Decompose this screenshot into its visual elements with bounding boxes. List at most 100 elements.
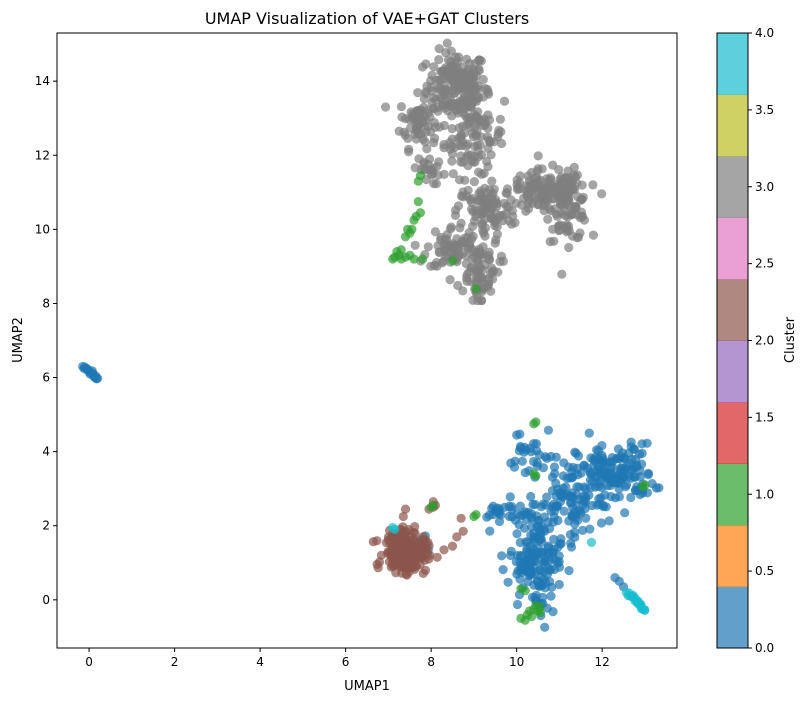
data-point <box>566 542 577 552</box>
data-point <box>445 137 455 148</box>
data-point <box>573 451 584 461</box>
data-point <box>549 534 559 544</box>
data-point <box>388 523 398 533</box>
data-point <box>538 201 548 211</box>
data-point <box>556 534 566 544</box>
data-point <box>485 207 495 218</box>
data-point <box>629 472 639 482</box>
data-point <box>529 439 539 449</box>
data-point <box>582 463 592 473</box>
data-point <box>572 210 582 220</box>
x-axis: 0 2 4 6 8 10 12 <box>85 648 610 669</box>
colorbar-tick-label: 2.5 <box>755 257 774 271</box>
data-point <box>456 68 467 78</box>
data-point <box>464 239 475 249</box>
data-point <box>554 557 564 567</box>
data-point <box>512 529 522 539</box>
colorbar-segment <box>717 586 748 649</box>
data-point <box>452 532 462 542</box>
data-point <box>564 491 574 502</box>
data-point <box>532 446 542 456</box>
data-point <box>529 174 540 184</box>
data-point <box>630 485 640 495</box>
data-point <box>477 169 487 179</box>
data-point <box>568 184 578 194</box>
data-point <box>410 163 420 173</box>
data-point <box>497 551 507 561</box>
data-point <box>538 549 548 559</box>
data-point <box>536 502 546 512</box>
data-point <box>406 107 416 117</box>
data-point <box>469 511 479 522</box>
data-point <box>461 251 471 261</box>
data-point <box>415 171 425 181</box>
data-point <box>522 544 532 554</box>
data-point <box>512 179 522 190</box>
data-point <box>492 229 502 239</box>
data-point <box>463 150 473 160</box>
data-point <box>442 234 452 244</box>
data-point <box>547 486 558 496</box>
data-point <box>501 188 511 198</box>
data-point <box>572 482 582 492</box>
data-point <box>398 511 408 522</box>
data-point <box>390 555 400 566</box>
data-point <box>562 220 572 230</box>
colorbar <box>717 33 748 649</box>
y-tick-label: 4 <box>42 445 50 459</box>
data-point <box>542 453 552 463</box>
data-point <box>431 179 441 189</box>
data-point <box>449 82 459 92</box>
colorbar-segment <box>717 94 748 157</box>
data-point <box>600 466 610 476</box>
data-point <box>373 563 383 573</box>
data-point <box>638 482 648 492</box>
data-point <box>507 206 517 216</box>
data-point <box>528 499 538 510</box>
data-point <box>520 558 530 569</box>
data-point <box>527 522 537 532</box>
data-point <box>434 248 444 258</box>
data-point <box>544 565 555 575</box>
data-point <box>546 591 556 601</box>
data-point <box>469 216 479 226</box>
data-point <box>443 106 453 116</box>
data-point <box>574 494 584 504</box>
data-point <box>476 190 486 200</box>
data-point <box>423 537 433 548</box>
data-point <box>524 189 534 199</box>
data-point <box>554 579 564 590</box>
data-point <box>559 506 569 516</box>
colorbar-tick-label: 0.5 <box>755 564 774 578</box>
data-point <box>557 177 567 187</box>
data-point <box>584 428 594 438</box>
data-point <box>398 522 408 532</box>
data-point <box>577 180 587 190</box>
data-point <box>474 55 484 65</box>
data-point <box>549 236 559 246</box>
data-point <box>484 247 494 257</box>
data-point <box>542 184 552 194</box>
data-point <box>535 608 545 618</box>
colorbar-segment <box>717 402 748 464</box>
data-point <box>559 458 569 468</box>
data-point <box>413 88 423 98</box>
data-point <box>513 551 523 561</box>
data-point <box>400 504 411 514</box>
data-point <box>576 195 586 205</box>
data-point <box>404 147 414 157</box>
colorbar-segment <box>717 156 748 218</box>
data-point <box>517 200 527 210</box>
data-point <box>606 491 616 502</box>
data-point <box>612 454 622 464</box>
data-point <box>533 516 543 526</box>
data-point <box>592 471 603 481</box>
data-point <box>429 138 439 148</box>
data-point <box>485 526 495 536</box>
colorbar-segment <box>717 525 748 587</box>
data-point <box>456 513 466 523</box>
data-point <box>562 473 572 483</box>
data-point <box>439 545 449 555</box>
colorbar-segment <box>717 217 748 280</box>
